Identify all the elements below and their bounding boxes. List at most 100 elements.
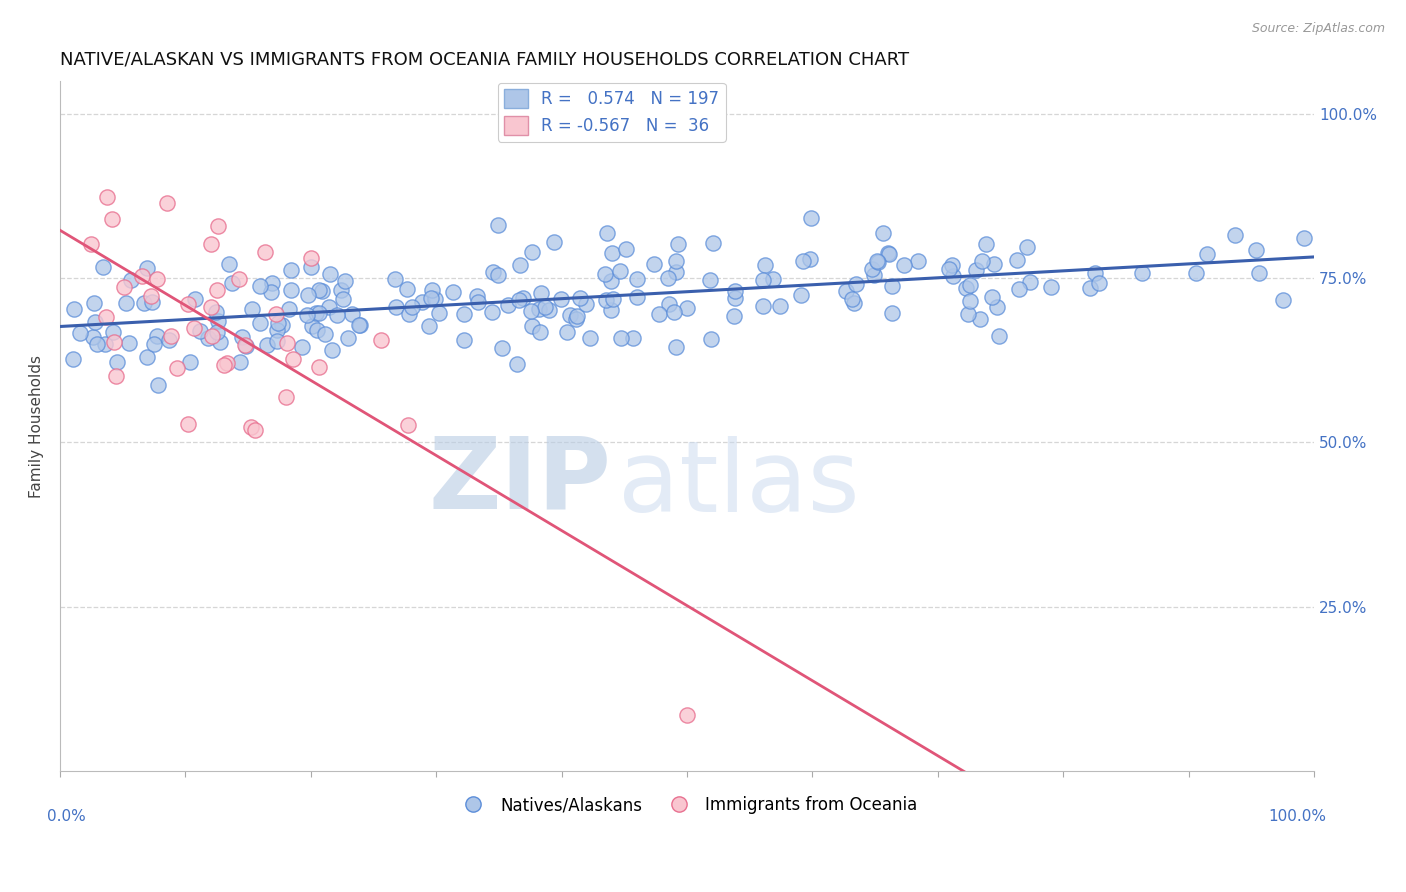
Point xyxy=(200,300,222,314)
Point xyxy=(565,310,588,324)
Point xyxy=(200,236,222,251)
Point xyxy=(94,337,117,351)
Point xyxy=(555,325,578,339)
Point xyxy=(595,293,617,308)
Point xyxy=(205,283,228,297)
Y-axis label: Family Households: Family Households xyxy=(30,354,44,498)
Point xyxy=(959,294,981,309)
Point xyxy=(955,280,977,294)
Point xyxy=(529,325,551,339)
Point xyxy=(86,337,108,351)
Point xyxy=(482,265,505,279)
Text: NATIVE/ALASKAN VS IMMIGRANTS FROM OCEANIA FAMILY HOUSEHOLDS CORRELATION CHART: NATIVE/ALASKAN VS IMMIGRANTS FROM OCEANI… xyxy=(60,51,910,69)
Point xyxy=(318,267,340,281)
Point xyxy=(1223,227,1246,242)
Point xyxy=(321,343,343,357)
Point xyxy=(537,302,560,317)
Text: 0.0%: 0.0% xyxy=(48,809,86,823)
Point xyxy=(1088,277,1111,291)
Point xyxy=(488,268,510,282)
Point xyxy=(305,323,328,337)
Point xyxy=(243,423,266,437)
Point xyxy=(665,264,688,278)
Point xyxy=(676,707,699,722)
Point xyxy=(845,277,868,291)
Point xyxy=(941,258,963,272)
Point xyxy=(420,283,443,297)
Point xyxy=(957,307,980,321)
Point xyxy=(1017,240,1039,254)
Point xyxy=(105,368,128,383)
Point xyxy=(907,254,929,268)
Point xyxy=(1039,279,1062,293)
Point xyxy=(575,297,598,311)
Point xyxy=(418,318,440,333)
Point xyxy=(233,337,256,351)
Point xyxy=(208,335,231,350)
Point xyxy=(139,289,162,303)
Point xyxy=(201,328,224,343)
Point xyxy=(266,323,288,337)
Point xyxy=(299,260,322,274)
Text: atlas: atlas xyxy=(619,436,859,533)
Point xyxy=(228,272,250,286)
Point xyxy=(453,334,475,348)
Point xyxy=(610,331,633,345)
Point xyxy=(396,282,419,296)
Point xyxy=(877,246,900,260)
Point xyxy=(512,291,534,305)
Point xyxy=(277,301,299,316)
Point xyxy=(486,219,509,233)
Point xyxy=(1008,282,1031,296)
Point xyxy=(411,294,433,309)
Point xyxy=(291,340,314,354)
Point xyxy=(751,273,773,287)
Point xyxy=(69,326,91,340)
Point xyxy=(183,321,205,335)
Point xyxy=(301,318,323,333)
Point xyxy=(658,297,681,311)
Point xyxy=(240,301,263,316)
Point xyxy=(599,274,621,288)
Point xyxy=(105,355,128,369)
Point xyxy=(657,270,679,285)
Point xyxy=(83,315,105,329)
Point xyxy=(103,335,125,350)
Point xyxy=(308,360,330,375)
Point xyxy=(1018,275,1040,289)
Point xyxy=(401,300,423,314)
Text: Source: ZipAtlas.com: Source: ZipAtlas.com xyxy=(1251,22,1385,36)
Point xyxy=(145,271,167,285)
Point xyxy=(662,305,685,319)
Point xyxy=(972,253,994,268)
Point xyxy=(325,308,347,322)
Point xyxy=(987,328,1010,343)
Point xyxy=(260,285,283,299)
Point xyxy=(207,314,229,328)
Point xyxy=(218,257,240,271)
Point xyxy=(280,262,302,277)
Point xyxy=(1084,266,1107,280)
Point xyxy=(602,292,624,306)
Point xyxy=(983,257,1005,271)
Point xyxy=(398,307,420,321)
Point xyxy=(188,324,211,338)
Point xyxy=(332,292,354,306)
Point xyxy=(665,253,688,268)
Point xyxy=(264,307,287,321)
Point xyxy=(868,255,890,269)
Point xyxy=(491,341,513,355)
Point xyxy=(969,311,991,326)
Point xyxy=(62,352,84,367)
Point xyxy=(841,292,863,306)
Point xyxy=(752,299,775,313)
Point xyxy=(723,309,745,323)
Point xyxy=(136,350,159,364)
Point xyxy=(792,254,814,268)
Point xyxy=(299,251,322,265)
Point xyxy=(593,268,616,282)
Point xyxy=(112,280,135,294)
Point xyxy=(207,219,229,234)
Point xyxy=(441,285,464,299)
Point xyxy=(520,245,543,260)
